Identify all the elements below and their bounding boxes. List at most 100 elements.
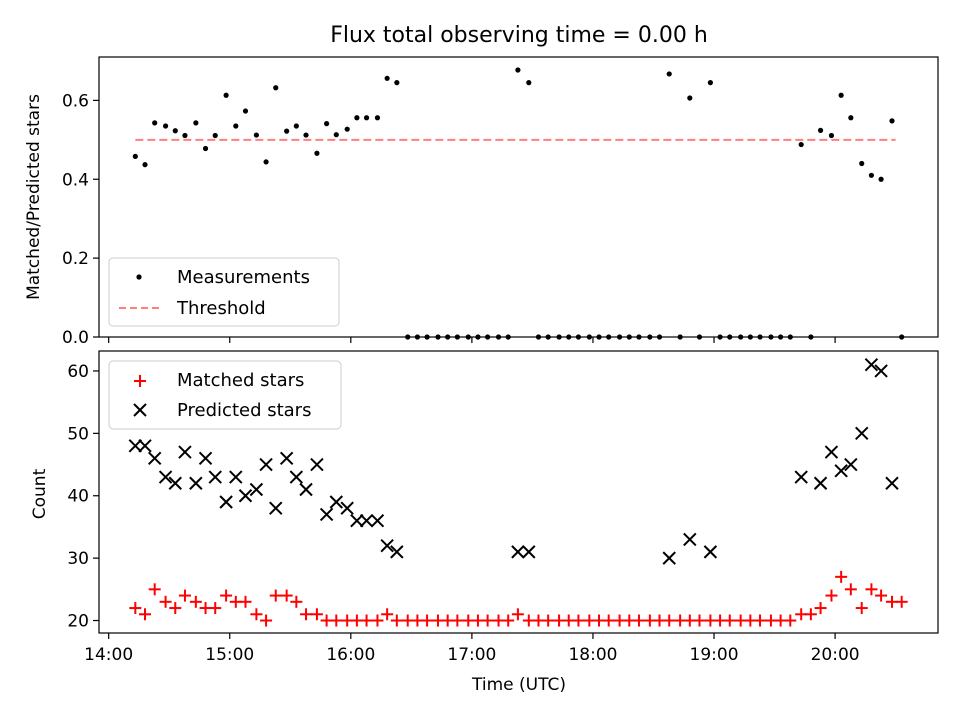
predicted-star-point xyxy=(864,358,879,372)
measurement-point xyxy=(152,120,158,126)
predicted-star-point xyxy=(350,513,364,528)
measurement-point xyxy=(878,176,884,182)
measurement-point xyxy=(284,128,290,134)
measurement-point xyxy=(202,145,209,152)
legend-measurements-label: Measurements xyxy=(177,267,310,288)
predicted-star-point xyxy=(370,513,385,528)
ratio-legend: Measurements Threshold xyxy=(108,257,340,327)
predicted-star-point xyxy=(390,545,404,559)
predicted-star-point xyxy=(208,470,222,484)
measurement-point xyxy=(817,127,824,133)
predicted-star-point xyxy=(340,501,354,515)
predicted-star-point xyxy=(885,476,899,490)
count-y-tick-label: 60 xyxy=(67,362,89,382)
measurement-point xyxy=(233,123,239,129)
ratio-y-tick-label: 0.6 xyxy=(62,91,89,111)
x-tick-label: 19:00 xyxy=(690,645,739,665)
measurement-point xyxy=(868,172,875,178)
matched-star-point xyxy=(663,614,676,627)
measurement-point xyxy=(223,92,229,98)
measurement-point xyxy=(384,75,390,81)
x-tick-label: 15:00 xyxy=(205,645,254,665)
matched-star-point xyxy=(572,614,585,627)
measurement-point xyxy=(354,115,360,121)
measurement-point xyxy=(848,115,854,121)
measurement-point xyxy=(293,123,299,129)
measurement-point xyxy=(142,162,148,168)
matched-star-point xyxy=(381,608,394,621)
matched-star-point xyxy=(139,608,152,621)
matched-star-point xyxy=(481,614,494,627)
matched-star-point xyxy=(814,602,827,615)
matched-star-point xyxy=(542,614,555,627)
count-legend-box xyxy=(108,360,342,430)
count-y-tick-label: 50 xyxy=(67,424,89,444)
measurement-point xyxy=(666,71,672,77)
ratio-y-tick-label: 0.2 xyxy=(62,249,89,269)
measurement-point xyxy=(212,132,218,139)
predicted-star-point xyxy=(874,364,888,378)
measurement-point xyxy=(515,67,521,73)
predicted-star-point xyxy=(380,538,394,553)
matched-star-point xyxy=(865,583,878,596)
matched-star-point xyxy=(895,595,908,608)
measurement-point xyxy=(394,80,400,86)
matched-star-point xyxy=(290,595,303,608)
predicted-star-point xyxy=(138,439,152,453)
ratio-panel-frame xyxy=(98,56,939,338)
matched-star-point xyxy=(451,614,464,627)
matched-star-point xyxy=(632,614,645,627)
measurement-point xyxy=(132,153,138,159)
predicted-star-point xyxy=(794,470,808,484)
count-panel-frame xyxy=(98,350,939,634)
measurement-point xyxy=(374,115,381,121)
ratio-y-tick-label: 0.4 xyxy=(62,170,89,190)
matched-star-point xyxy=(371,614,384,627)
matched-star-point xyxy=(239,595,252,608)
predicted-star-point xyxy=(359,513,374,528)
chart-title: Flux total observing time = 0.00 h xyxy=(330,23,708,48)
predicted-star-point xyxy=(147,451,162,466)
matched-star-point xyxy=(511,608,524,621)
predicted-star-point xyxy=(824,445,839,459)
predicted-star-point xyxy=(511,545,525,559)
measurement-point xyxy=(798,141,804,148)
predicted-star-point xyxy=(683,532,697,547)
predicted-star-point xyxy=(168,476,182,490)
matched-star-point xyxy=(875,589,888,602)
matched-star-point xyxy=(421,614,434,627)
predicted-star-point xyxy=(249,482,264,497)
measurement-point xyxy=(172,128,178,134)
predicted-star-point xyxy=(229,470,243,484)
measurement-point xyxy=(859,160,865,167)
matched-star-point xyxy=(129,602,142,615)
matched-star-point xyxy=(280,589,293,602)
predicted-star-point xyxy=(855,426,869,441)
ratio-y-tick-label: 0.0 xyxy=(62,328,89,348)
predicted-star-point xyxy=(834,464,848,478)
predicted-star-point xyxy=(189,476,203,490)
matched-star-point xyxy=(250,608,263,621)
matched-star-point xyxy=(159,595,172,608)
ratio-y-axis-label: Matched/Predicted stars xyxy=(24,94,44,300)
legend-predicted-label: Predicted stars xyxy=(177,400,311,421)
matched-legend-marker xyxy=(134,375,146,387)
ratio-panel: 0.0 0.2 0.4 0.6 Matched/Predicted stars Mea… xyxy=(24,56,939,348)
count-y-tick-label: 20 xyxy=(67,612,89,632)
matched-star-point xyxy=(209,602,222,615)
matched-star-point xyxy=(360,614,373,627)
measurement-point xyxy=(363,115,370,121)
measurement-point xyxy=(193,120,199,126)
matched-star-point xyxy=(723,614,736,627)
matched-star-point xyxy=(269,589,282,602)
x-tick-label: 17:00 xyxy=(447,645,496,665)
predicted-star-point xyxy=(238,489,253,503)
x-axis-label: Time (UTC) xyxy=(471,675,566,695)
measurement-point xyxy=(182,132,188,139)
measurement-point xyxy=(344,126,350,132)
matched-star-point xyxy=(804,608,817,621)
predicted-star-point xyxy=(158,470,173,484)
x-tick-label: 18:00 xyxy=(568,645,617,665)
predicted-star-point xyxy=(844,457,858,472)
matched-star-point xyxy=(330,614,343,627)
